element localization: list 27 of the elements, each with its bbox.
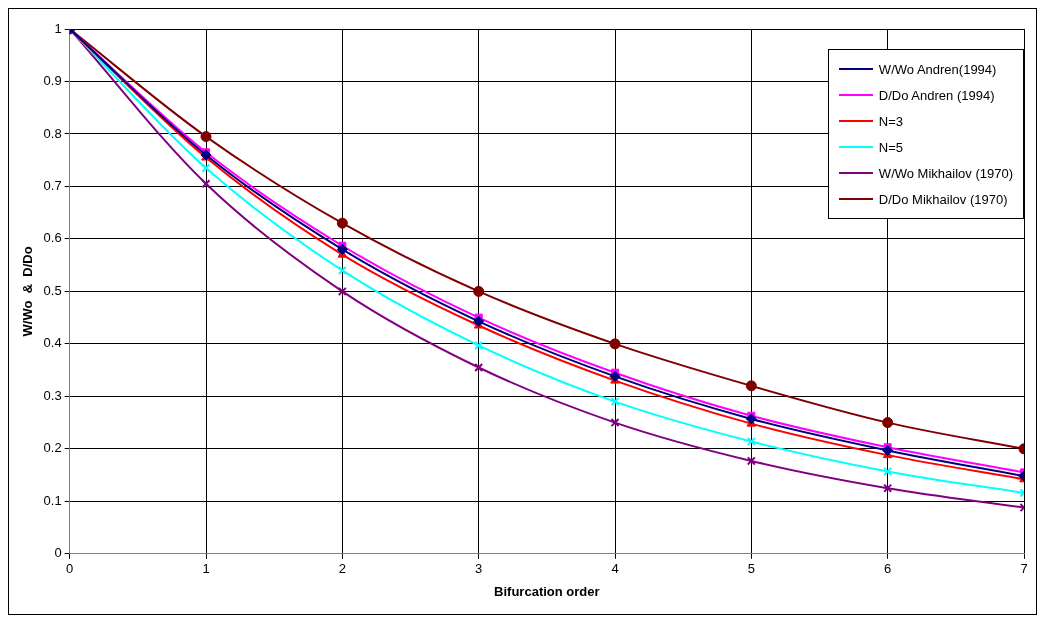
legend-label: D/Do Andren (1994) (878, 87, 995, 103)
y-tick-label: 0.1 (43, 492, 62, 508)
x-tick-label: 2 (338, 561, 346, 577)
y-tick-label: 0.7 (43, 178, 62, 194)
y-tick-label: 0.8 (43, 125, 62, 141)
legend-label: W/Wo Mikhailov (1970) (878, 165, 1013, 181)
y-tick-label: 1 (54, 20, 62, 36)
y-tick-label: 0.2 (43, 440, 62, 456)
x-axis-title: Bifurcation order (494, 583, 600, 599)
x-tick-label: 0 (66, 561, 74, 577)
y-tick-label: 0.6 (43, 230, 62, 246)
x-tick-label: 6 (884, 561, 892, 577)
y-tick-label: 0.3 (43, 387, 62, 403)
x-tick-label: 1 (202, 561, 210, 577)
y-tick-label: 0.5 (43, 282, 62, 298)
legend-label: N=3 (878, 113, 904, 129)
x-tick-label: 3 (475, 561, 483, 577)
legend-label: N=5 (878, 139, 904, 155)
x-tick-label: 7 (1020, 561, 1028, 577)
y-tick-label: 0 (54, 545, 62, 561)
y-tick-label: 0.4 (43, 335, 62, 351)
y-tick-label: 0.9 (43, 73, 62, 89)
x-tick-label: 4 (611, 561, 619, 577)
x-tick-label: 5 (747, 561, 755, 577)
legend-label: W/Wo Andren(1994) (878, 61, 997, 77)
y-axis-title: W/Wo & D/Do (20, 246, 36, 337)
legend-label: D/Do Mikhailov (1970) (878, 191, 1008, 207)
